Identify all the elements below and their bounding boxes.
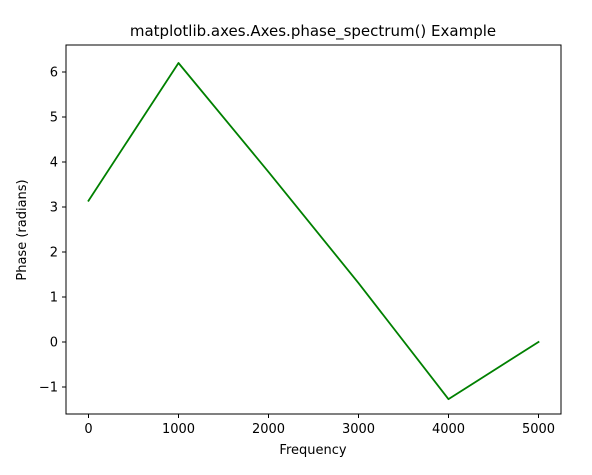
x-tick-label: 3000 [342,422,375,437]
y-tick-label: 1 [50,291,58,306]
y-tick-label: 2 [50,246,58,261]
y-tick-label: 5 [50,111,58,126]
x-axis-label: Frequency [279,443,346,458]
chart-title: matplotlib.axes.Axes.phase_spectrum() Ex… [130,22,496,41]
y-tick-label: 3 [50,201,58,216]
y-tick-label: 0 [50,336,58,351]
x-tick-label: 2000 [252,422,285,437]
y-tick-label: 4 [50,156,58,171]
plot-area: 0 1000 2000 3000 4000 5000 −1 0 1 2 3 4 5 6 [39,44,562,437]
y-tick-label: −1 [39,381,58,396]
x-tick-label: 4000 [432,422,465,437]
x-tick-label: 0 [84,422,92,437]
phase-series-line [87,62,540,401]
plot-frame [65,44,562,415]
x-tick-label: 1000 [162,422,195,437]
y-axis-label: Phase (radians) [15,179,30,280]
x-tick-label: 5000 [522,422,555,437]
y-tick-label: 6 [50,66,58,81]
